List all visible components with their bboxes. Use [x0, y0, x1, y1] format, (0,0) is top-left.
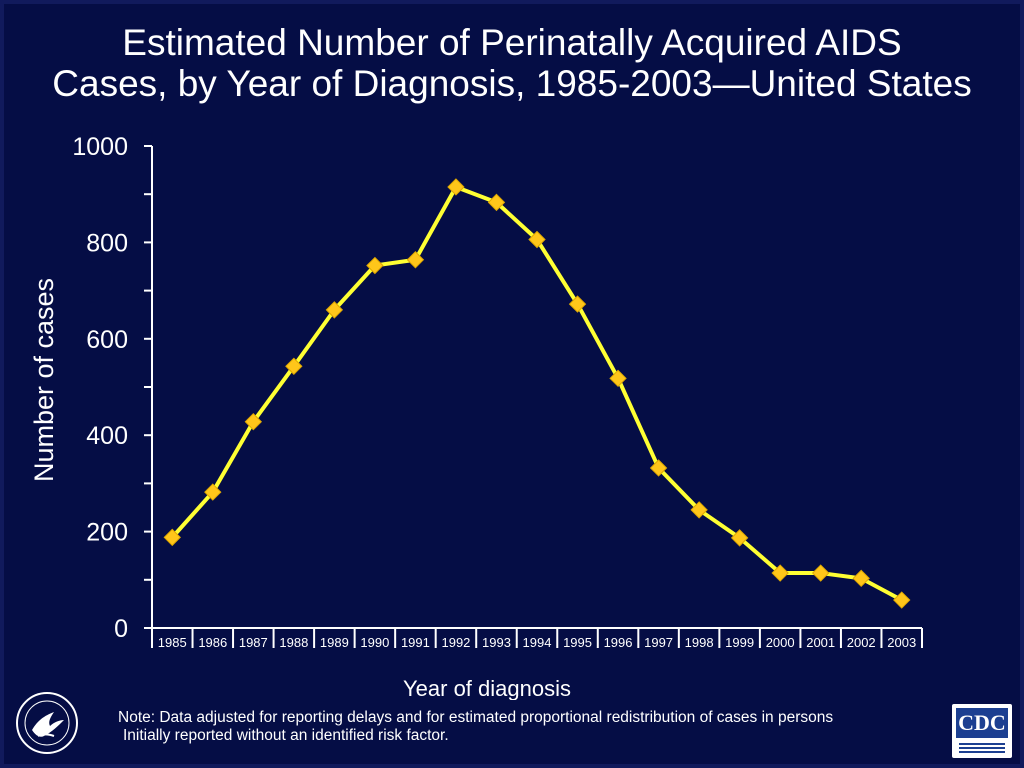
series-group	[163, 178, 911, 609]
data-point-marker	[528, 230, 546, 249]
data-point-marker	[406, 251, 425, 269]
x-tick-label: 1992	[441, 635, 470, 650]
data-point-marker	[285, 357, 303, 375]
y-tick-label: 400	[86, 422, 128, 450]
cdc-logo-mark: CDC	[956, 708, 1008, 738]
footnote-line-1: Note: Data adjusted for reporting delays…	[118, 709, 834, 726]
chart-title-line-2: Cases, by Year of Diagnosis, 1985-2003—U…	[52, 63, 972, 104]
x-tick-label: 1994	[523, 635, 552, 650]
data-point-marker	[487, 193, 506, 212]
footnote: Note: Data adjusted for reporting delays…	[118, 709, 918, 745]
data-point-marker	[811, 564, 830, 582]
x-tick-label: 2000	[766, 635, 795, 650]
footnote-line-2: Initially reported without an identified…	[123, 727, 449, 744]
series-line	[170, 184, 903, 602]
x-tick-label: 1988	[279, 635, 308, 650]
cdc-logo-subtext-lines	[956, 741, 1008, 755]
data-point-marker	[447, 178, 465, 196]
x-tick-label: 2002	[847, 635, 876, 650]
y-tick-label: 200	[86, 519, 128, 547]
y-tick-label: 600	[86, 326, 128, 354]
data-point-marker	[771, 564, 789, 582]
data-point-marker	[204, 483, 222, 501]
data-point-marker	[325, 301, 344, 319]
y-tick-label: 1000	[72, 133, 128, 161]
x-tick-label: 1996	[604, 635, 633, 650]
x-tick-label: 1997	[644, 635, 673, 650]
y-tick-label: 800	[86, 229, 128, 257]
x-tick-label: 1987	[239, 635, 268, 650]
data-point-marker	[244, 412, 263, 431]
x-tick-label: 1999	[725, 635, 754, 650]
x-tick-label: 1993	[482, 635, 511, 650]
x-tick-label: 2001	[806, 635, 835, 650]
y-axis: 0 200 400 600 800 1000	[72, 133, 153, 643]
data-point-marker	[609, 369, 627, 388]
x-tick-label: 1986	[198, 635, 227, 650]
x-tick-label: 1991	[401, 635, 430, 650]
x-tick-label: 1995	[563, 635, 592, 650]
data-point-marker	[690, 501, 708, 519]
y-tick-label: 0	[114, 615, 128, 643]
x-tick-label: 1989	[320, 635, 349, 650]
hhs-seal-icon	[16, 692, 78, 754]
data-point-marker	[730, 529, 749, 547]
y-axis-label: Number of cases	[29, 278, 59, 482]
chart-title: Estimated Number of Perinatally Acquired…	[0, 22, 1024, 104]
data-point-marker	[366, 256, 384, 275]
x-axis: 1985 1986 1987 1988 1989 1990 1991 1992 1993 1994…	[151, 627, 923, 650]
x-tick-label: 1985	[158, 635, 187, 650]
cdc-logo-icon: CDC	[952, 704, 1012, 758]
data-point-marker	[649, 459, 668, 477]
data-point-marker	[568, 295, 587, 313]
x-tick-label: 1998	[685, 635, 714, 650]
data-point-marker	[163, 528, 181, 547]
x-tick-label: 1990	[360, 635, 389, 650]
data-point-marker	[893, 591, 911, 609]
data-point-marker	[852, 569, 870, 588]
chart-title-line-1: Estimated Number of Perinatally Acquired…	[122, 22, 902, 63]
x-tick-label: 2003	[887, 635, 916, 650]
x-axis-label: Year of diagnosis	[403, 676, 571, 700]
